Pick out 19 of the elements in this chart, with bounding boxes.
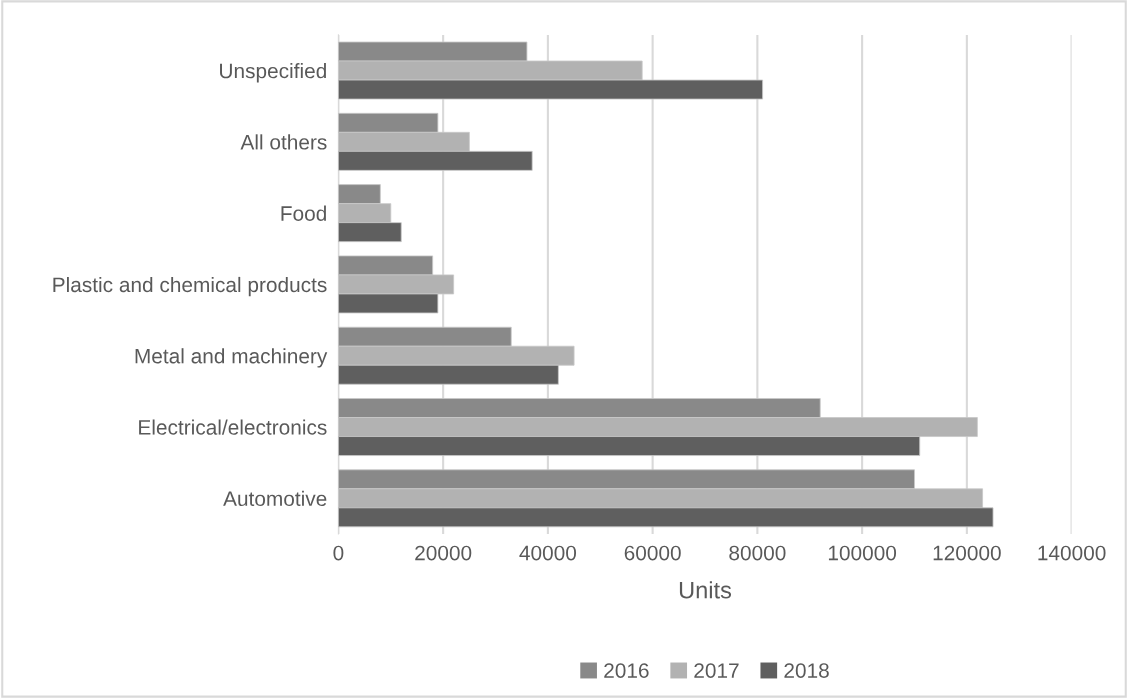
x-tick-label: 0 bbox=[333, 545, 344, 561]
legend-label: 2017 bbox=[694, 663, 739, 678]
x-tick-label: 100000 bbox=[828, 545, 897, 561]
y-tick-label: Plastic and chemical products bbox=[53, 276, 327, 297]
x-tick-label: 20000 bbox=[415, 545, 472, 561]
y-tick-label: Electrical/electronics bbox=[139, 419, 327, 435]
x-tick-label: 140000 bbox=[1038, 545, 1106, 561]
x-tick-label: 80000 bbox=[729, 545, 786, 561]
y-tick-label: Unspecified bbox=[220, 63, 326, 83]
legend-label: 2016 bbox=[604, 663, 649, 678]
x-tick-label: 120000 bbox=[933, 545, 1001, 561]
y-tick-label: Automotive bbox=[223, 490, 327, 507]
x-axis-title: Units bbox=[679, 581, 732, 599]
y-tick-label: Food bbox=[281, 205, 326, 221]
legend-label: 2018 bbox=[784, 663, 829, 678]
x-tick-label: 60000 bbox=[624, 545, 681, 561]
y-tick-label: All others bbox=[240, 134, 327, 150]
x-tick-label: 40000 bbox=[519, 545, 577, 561]
y-tick-label: Metal and machinery bbox=[135, 348, 328, 368]
